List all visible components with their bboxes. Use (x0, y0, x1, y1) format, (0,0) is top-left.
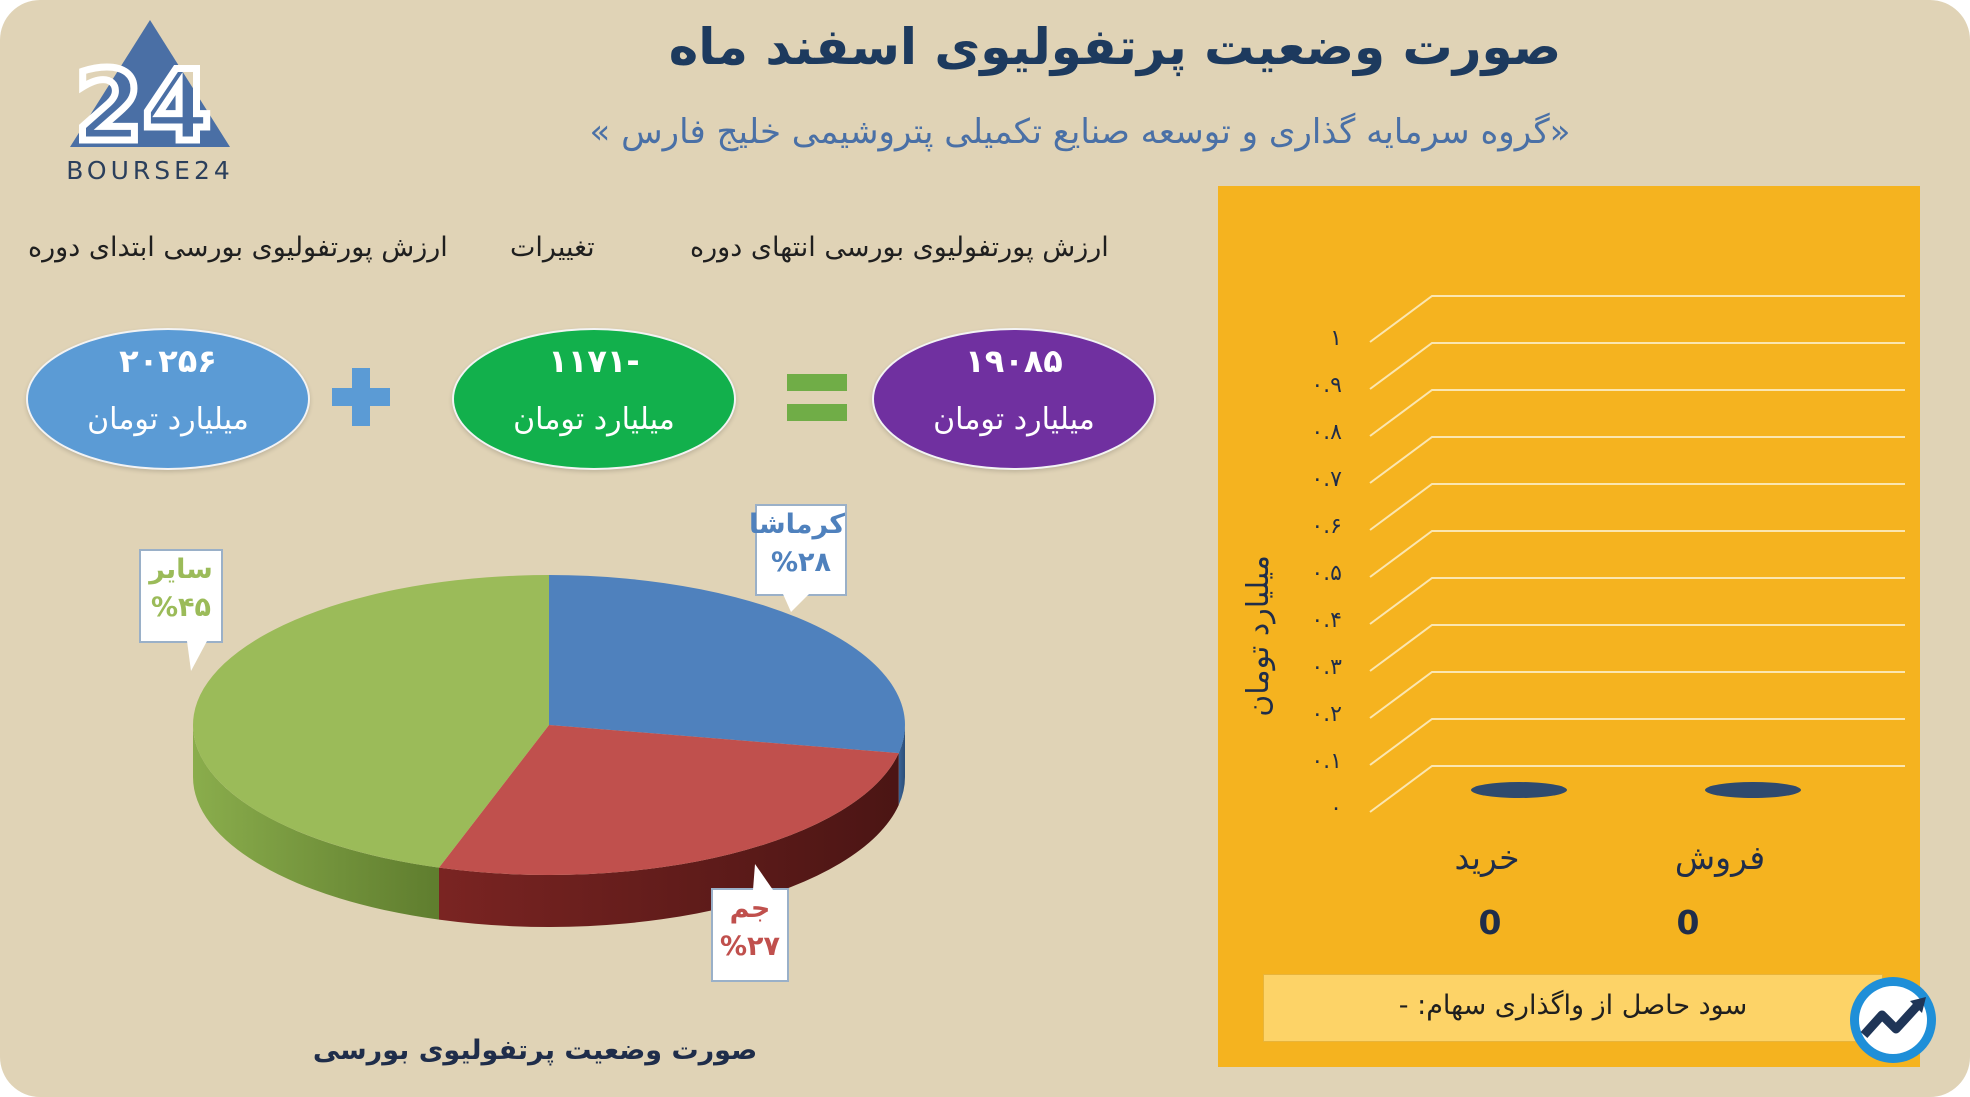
y-tick-label: ۰.۸ (1311, 420, 1342, 445)
category-buy: خرید (1454, 838, 1520, 877)
slice-value-other: %۴۵ (150, 592, 211, 623)
bar-1 (1705, 782, 1801, 798)
bar-0 (1471, 782, 1567, 798)
slice-label-jam: جم (729, 893, 771, 924)
y-axis-label: میلیارد تومان (1241, 555, 1276, 717)
pie-side-0 (898, 725, 905, 806)
trend-badge-icon (1850, 977, 1936, 1063)
logo-text: BOURSE24 (66, 156, 234, 185)
gridline (1369, 718, 1905, 766)
end-value: ۱۹۰۸۵ (965, 342, 1063, 380)
end-value-label: ارزش پورتفولیوی بورسی انتهای دوره (690, 232, 1109, 263)
pie-slice-1 (438, 725, 899, 875)
y-tick-label: ۰.۶ (1311, 514, 1342, 539)
page-subtitle: «گروه سرمایه گذاری و توسعه صنایع تکمیلی … (589, 112, 1571, 152)
start-value-label: ارزش پورتفولیوی بورسی ابتدای دوره (28, 232, 448, 263)
trade-chart-panel (1218, 186, 1920, 1067)
gridline (1369, 577, 1905, 625)
pie-caption: صورت وضعیت پرتفولیوی بورسی (312, 1035, 758, 1066)
slice-value-kermasha: %۲۸ (770, 547, 831, 578)
gridline (1369, 530, 1905, 578)
gridline (1369, 624, 1905, 672)
y-tick-label: ۰.۲ (1311, 702, 1342, 727)
pie-slice-2 (193, 575, 549, 868)
category-sell: فروش (1674, 838, 1766, 877)
change-value: -۱۱۷۱ (548, 342, 640, 380)
equals-icon (787, 374, 847, 421)
page-title: صورت وضعیت پرتفولیوی اسفند ماه (668, 18, 1562, 76)
slice-value-jam: %۲۷ (719, 931, 780, 962)
y-tick-label: ۰.۳ (1311, 655, 1342, 680)
gridline (1369, 295, 1905, 343)
gridline (1369, 483, 1905, 531)
logo-mark: 24 (75, 50, 211, 164)
change-label: تغییرات (510, 232, 595, 263)
pie-side-2 (192, 725, 439, 920)
gridline (1369, 389, 1905, 437)
end-value-unit: میلیارد تومان (933, 402, 1095, 437)
gridline (1369, 765, 1905, 813)
start-value: ۲۰۲۵۶ (119, 342, 217, 380)
pie-side-1 (438, 753, 899, 927)
y-tick-label: ۰.۱ (1311, 749, 1342, 774)
pie-chart (192, 575, 905, 927)
y-tick-label: ۰.۷ (1311, 467, 1342, 492)
callout-other: سایر %۴۵ (139, 549, 223, 671)
start-value-unit: میلیارد تومان (87, 402, 249, 437)
y-tick-label: ۰.۹ (1311, 373, 1342, 398)
callout-jam: جم %۲۷ (711, 864, 789, 982)
gridline (1369, 342, 1905, 390)
y-tick-label: ۰.۴ (1311, 608, 1342, 633)
start-value-ellipse: ۲۰۲۵۶ میلیارد تومان (26, 328, 310, 470)
slice-label-other: سایر (149, 554, 213, 585)
y-tick-label: ۰.۵ (1311, 561, 1342, 586)
gridline (1369, 671, 1905, 719)
bourse24-logo: 24 BOURSE24 (66, 20, 234, 185)
change-ellipse: -۱۱۷۱ میلیارد تومان (452, 328, 736, 470)
value-sell: 0 (1676, 903, 1700, 942)
end-value-ellipse: ۱۹۰۸۵ میلیارد تومان (872, 328, 1156, 470)
value-buy: 0 (1478, 903, 1502, 942)
change-unit: میلیارد تومان (513, 402, 675, 437)
y-tick-label: ۱ (1330, 326, 1342, 351)
plus-icon (332, 368, 390, 426)
y-tick-label: ۰ (1330, 796, 1342, 821)
sale-profit-box: سود حاصل از واگذاری سهام: - (1263, 974, 1883, 1042)
slice-label-kermasha: کرماشا (748, 509, 845, 540)
trade-bar-chart (1369, 295, 1905, 813)
callout-kermasha: کرماشا %۲۸ (748, 504, 847, 612)
gridline (1369, 436, 1905, 484)
pie-slice-0 (549, 575, 905, 754)
